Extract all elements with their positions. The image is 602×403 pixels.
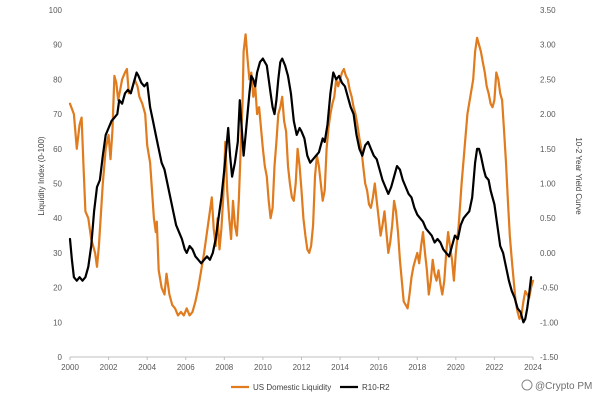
y-tick-label: 40 — [53, 214, 62, 223]
right-axis-ticks: -1.50 -1.00 -0.50 0.00 0.50 1.00 1.50 2.00 2.50 3… — [540, 6, 559, 362]
y2-tick-label: 2.50 — [540, 75, 556, 84]
legend-label-liquidity: US Domestic Liquidity — [253, 383, 331, 392]
y2-tick-label: 3.50 — [540, 6, 556, 15]
y2-tick-label: 2.00 — [540, 110, 556, 119]
series-line-us-domestic-liquidity — [68, 33, 535, 320]
y-tick-label: 0 — [58, 353, 63, 362]
x-tick-label: 2020 — [447, 363, 465, 372]
y2-tick-label: -1.50 — [540, 353, 559, 362]
y2-tick-label: 0.00 — [540, 249, 556, 258]
right-axis-title: 10-2 Year Yield Curve — [574, 137, 583, 215]
y-tick-label: 90 — [53, 41, 62, 50]
x-tick-label: 2010 — [254, 363, 272, 372]
y2-tick-label: -1.00 — [540, 318, 559, 327]
x-axis-ticks: 2000 2002 2004 2006 2008 2010 2012 2014 2016 2018… — [61, 357, 542, 372]
legend-label-r10-r2: R10-R2 — [362, 383, 390, 392]
x-tick-label: 2006 — [177, 363, 195, 372]
x-tick-label: 2016 — [370, 363, 388, 372]
y2-tick-label: 1.50 — [540, 145, 556, 154]
left-axis-ticks: 0 10 20 30 40 50 60 70 80 90 100 — [49, 6, 63, 362]
y2-tick-label: 1.00 — [540, 180, 556, 189]
x-tick-label: 2024 — [524, 363, 542, 372]
x-tick-label: 2002 — [100, 363, 118, 372]
x-tick-label: 2000 — [61, 363, 79, 372]
y-tick-label: 20 — [53, 284, 62, 293]
y-tick-label: 100 — [49, 6, 63, 15]
x-tick-label: 2014 — [331, 363, 349, 372]
series-line-r10-r2 — [68, 57, 533, 324]
y-tick-label: 60 — [53, 145, 62, 154]
series-layer — [68, 33, 535, 324]
x-tick-label: 2008 — [215, 363, 233, 372]
y-tick-label: 30 — [53, 249, 62, 258]
y2-tick-label: 0.50 — [540, 214, 556, 223]
legend: US Domestic Liquidity R10-R2 — [231, 383, 390, 392]
x-tick-label: 2022 — [486, 363, 504, 372]
watermark-logo-icon — [521, 379, 533, 391]
y-tick-label: 10 — [53, 318, 62, 327]
watermark: @Crypto PM — [521, 379, 592, 392]
watermark-text: @Crypto PM — [535, 381, 592, 392]
x-tick-label: 2004 — [138, 363, 156, 372]
x-tick-label: 2018 — [408, 363, 426, 372]
y2-tick-label: 3.00 — [540, 41, 556, 50]
y-tick-label: 80 — [53, 75, 62, 84]
y2-tick-label: -0.50 — [540, 284, 559, 293]
x-tick-label: 2012 — [293, 363, 311, 372]
y-tick-label: 70 — [53, 110, 62, 119]
y-tick-label: 50 — [53, 180, 62, 189]
left-axis-title: Liquidity Index (0-100) — [37, 136, 46, 215]
